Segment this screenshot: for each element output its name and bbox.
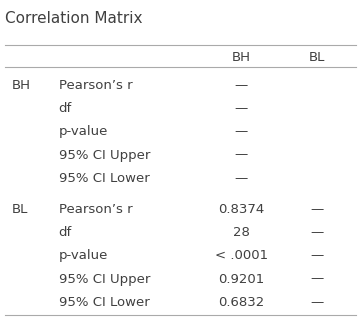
Text: BL: BL [308,51,325,64]
Text: —: — [310,226,323,239]
Text: —: — [310,272,323,285]
Text: —: — [310,249,323,262]
Text: df: df [59,102,72,115]
Text: —: — [310,295,323,309]
Text: p-value: p-value [59,125,108,138]
Text: —: — [235,148,248,161]
Text: Pearson’s r: Pearson’s r [59,79,132,92]
Text: Correlation Matrix: Correlation Matrix [5,11,143,26]
Text: —: — [235,172,248,185]
Text: 0.9201: 0.9201 [218,272,265,285]
Text: 95% CI Upper: 95% CI Upper [59,272,150,285]
Text: 95% CI Lower: 95% CI Lower [59,172,149,185]
Text: p-value: p-value [59,249,108,262]
Text: 0.6832: 0.6832 [218,295,265,309]
Text: < .0001: < .0001 [215,249,268,262]
Text: —: — [235,79,248,92]
Text: —: — [310,203,323,216]
Text: —: — [235,125,248,138]
Text: 95% CI Lower: 95% CI Lower [59,295,149,309]
Text: Pearson’s r: Pearson’s r [59,203,132,216]
Text: df: df [59,226,72,239]
Text: 28: 28 [233,226,250,239]
Text: BL: BL [12,203,29,216]
Text: —: — [235,102,248,115]
Text: 0.8374: 0.8374 [218,203,265,216]
Text: BH: BH [232,51,251,64]
Text: BH: BH [12,79,31,92]
Text: 95% CI Upper: 95% CI Upper [59,148,150,161]
